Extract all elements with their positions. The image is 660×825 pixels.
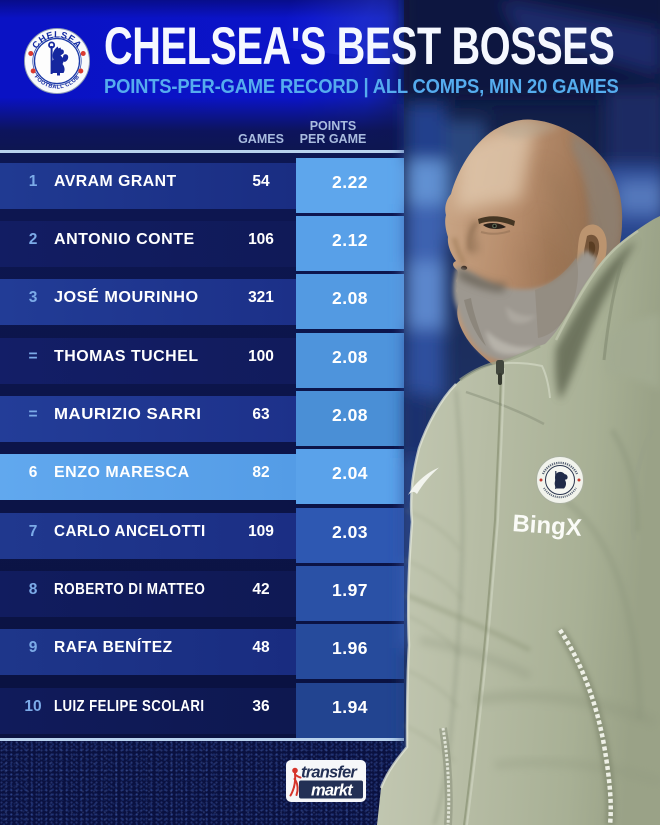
svg-text:BingX: BingX: [512, 510, 583, 542]
svg-text:transfer: transfer: [301, 764, 358, 782]
svg-text:markt: markt: [311, 782, 354, 800]
